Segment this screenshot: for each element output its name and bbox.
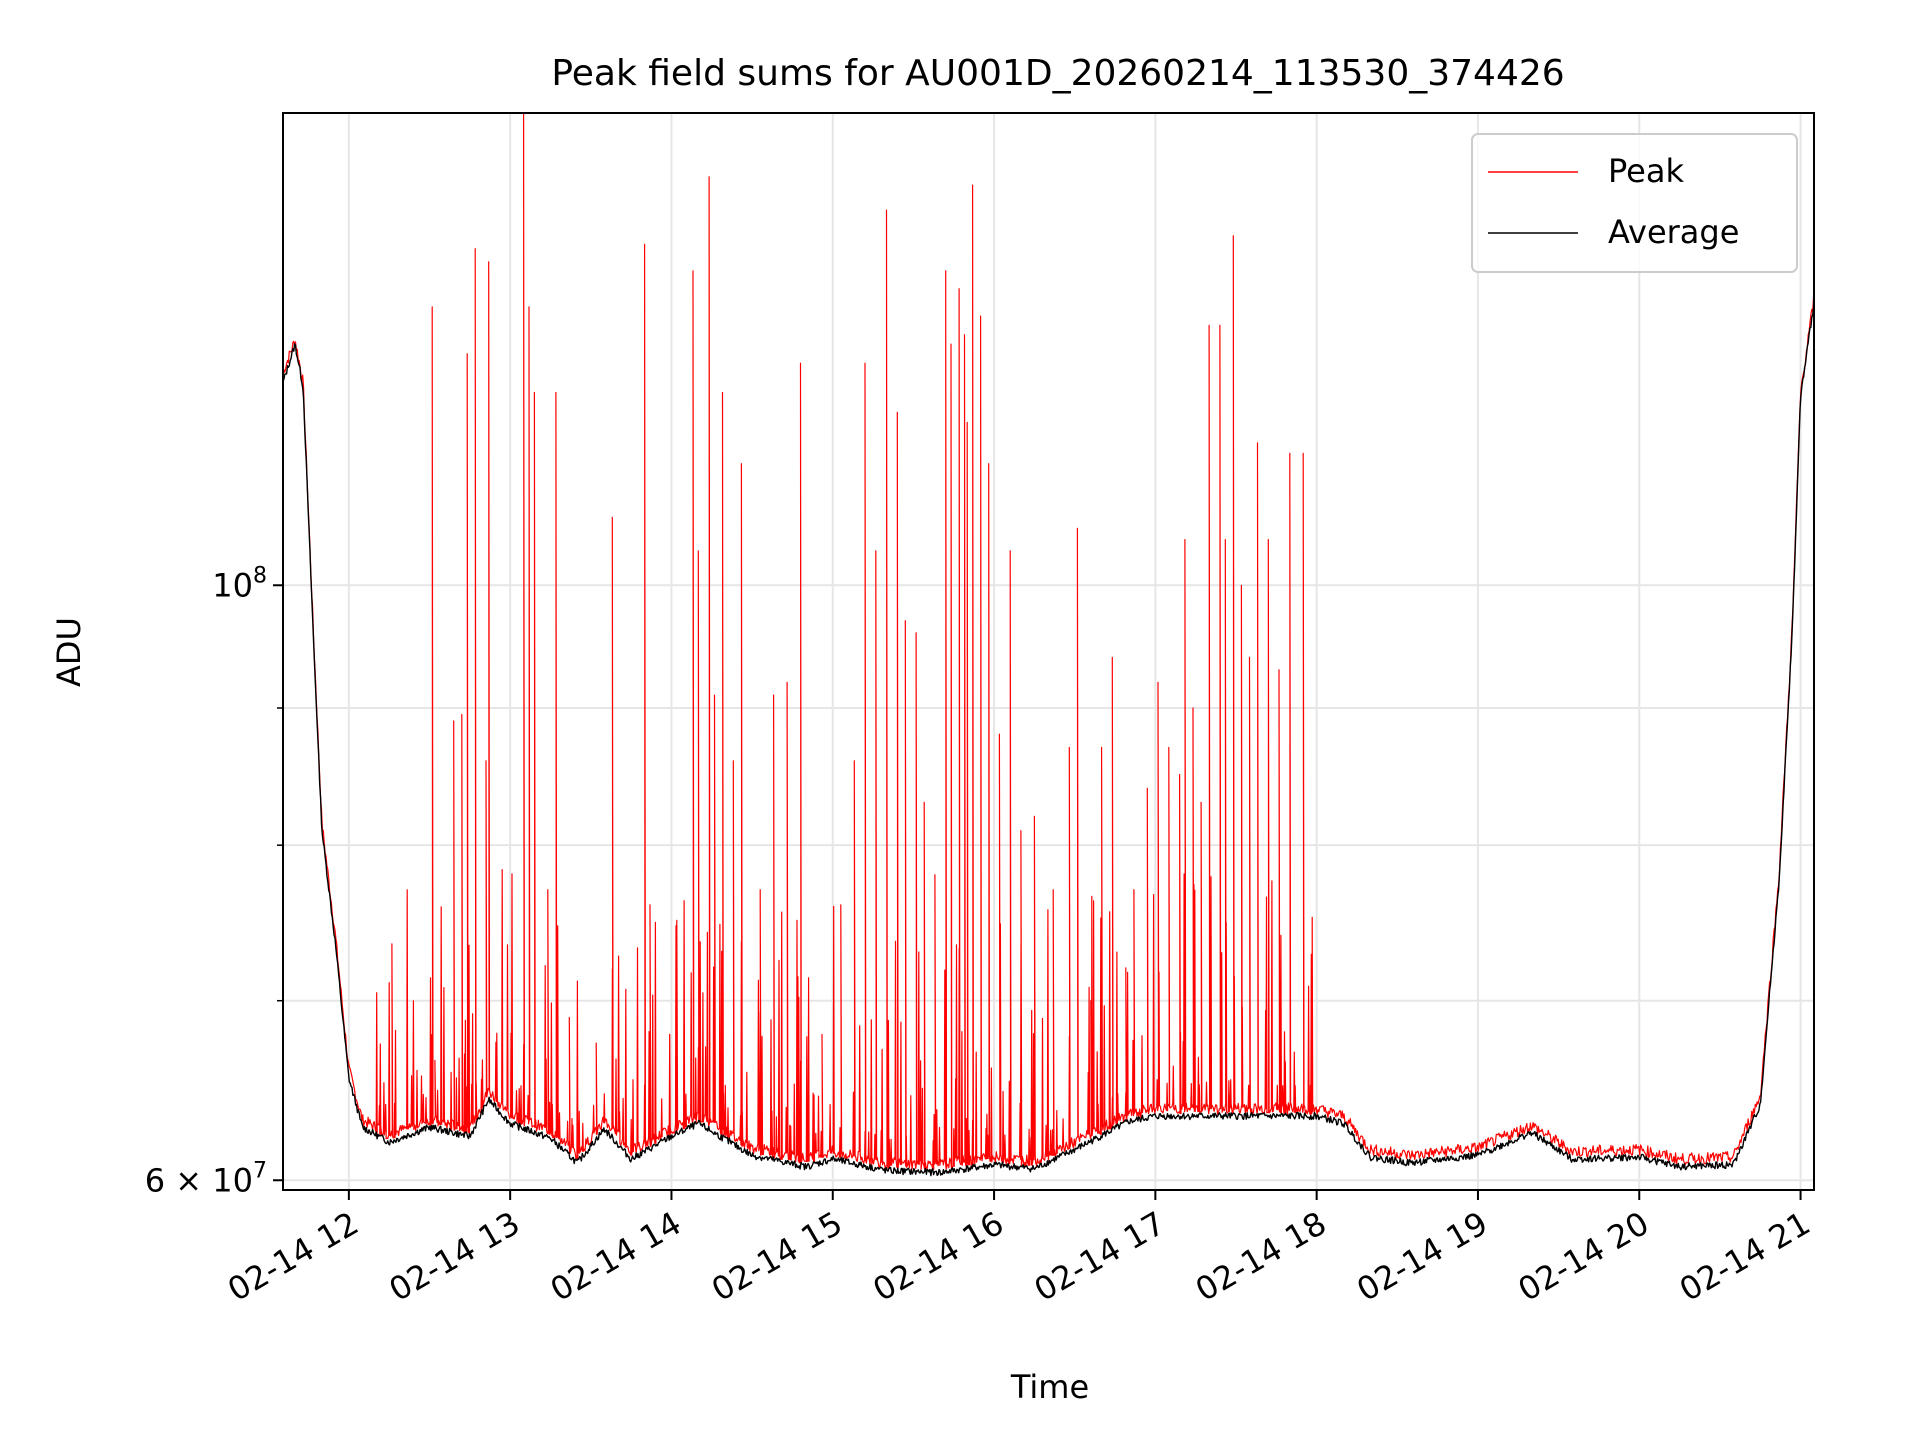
legend: Peak Average xyxy=(1471,133,1798,273)
series-line-peak xyxy=(283,113,1814,1171)
y-tick-label: 6 × 107 xyxy=(145,1158,267,1199)
plot-frame xyxy=(282,112,1815,1191)
series-layer xyxy=(283,113,1814,1177)
legend-box xyxy=(1471,133,1798,273)
chart-title: Peak field sums for AU001D_20260214_1135… xyxy=(551,53,1564,94)
legend-label-peak: Peak xyxy=(1608,152,1684,190)
series-line-average xyxy=(283,307,1814,1177)
y-tick-label: 108 xyxy=(212,563,267,604)
legend-label-average: Average xyxy=(1608,213,1739,251)
grid xyxy=(283,113,1814,1190)
x-axis-label: Time xyxy=(1010,1368,1089,1406)
y-axis-label: ADU xyxy=(50,617,88,687)
